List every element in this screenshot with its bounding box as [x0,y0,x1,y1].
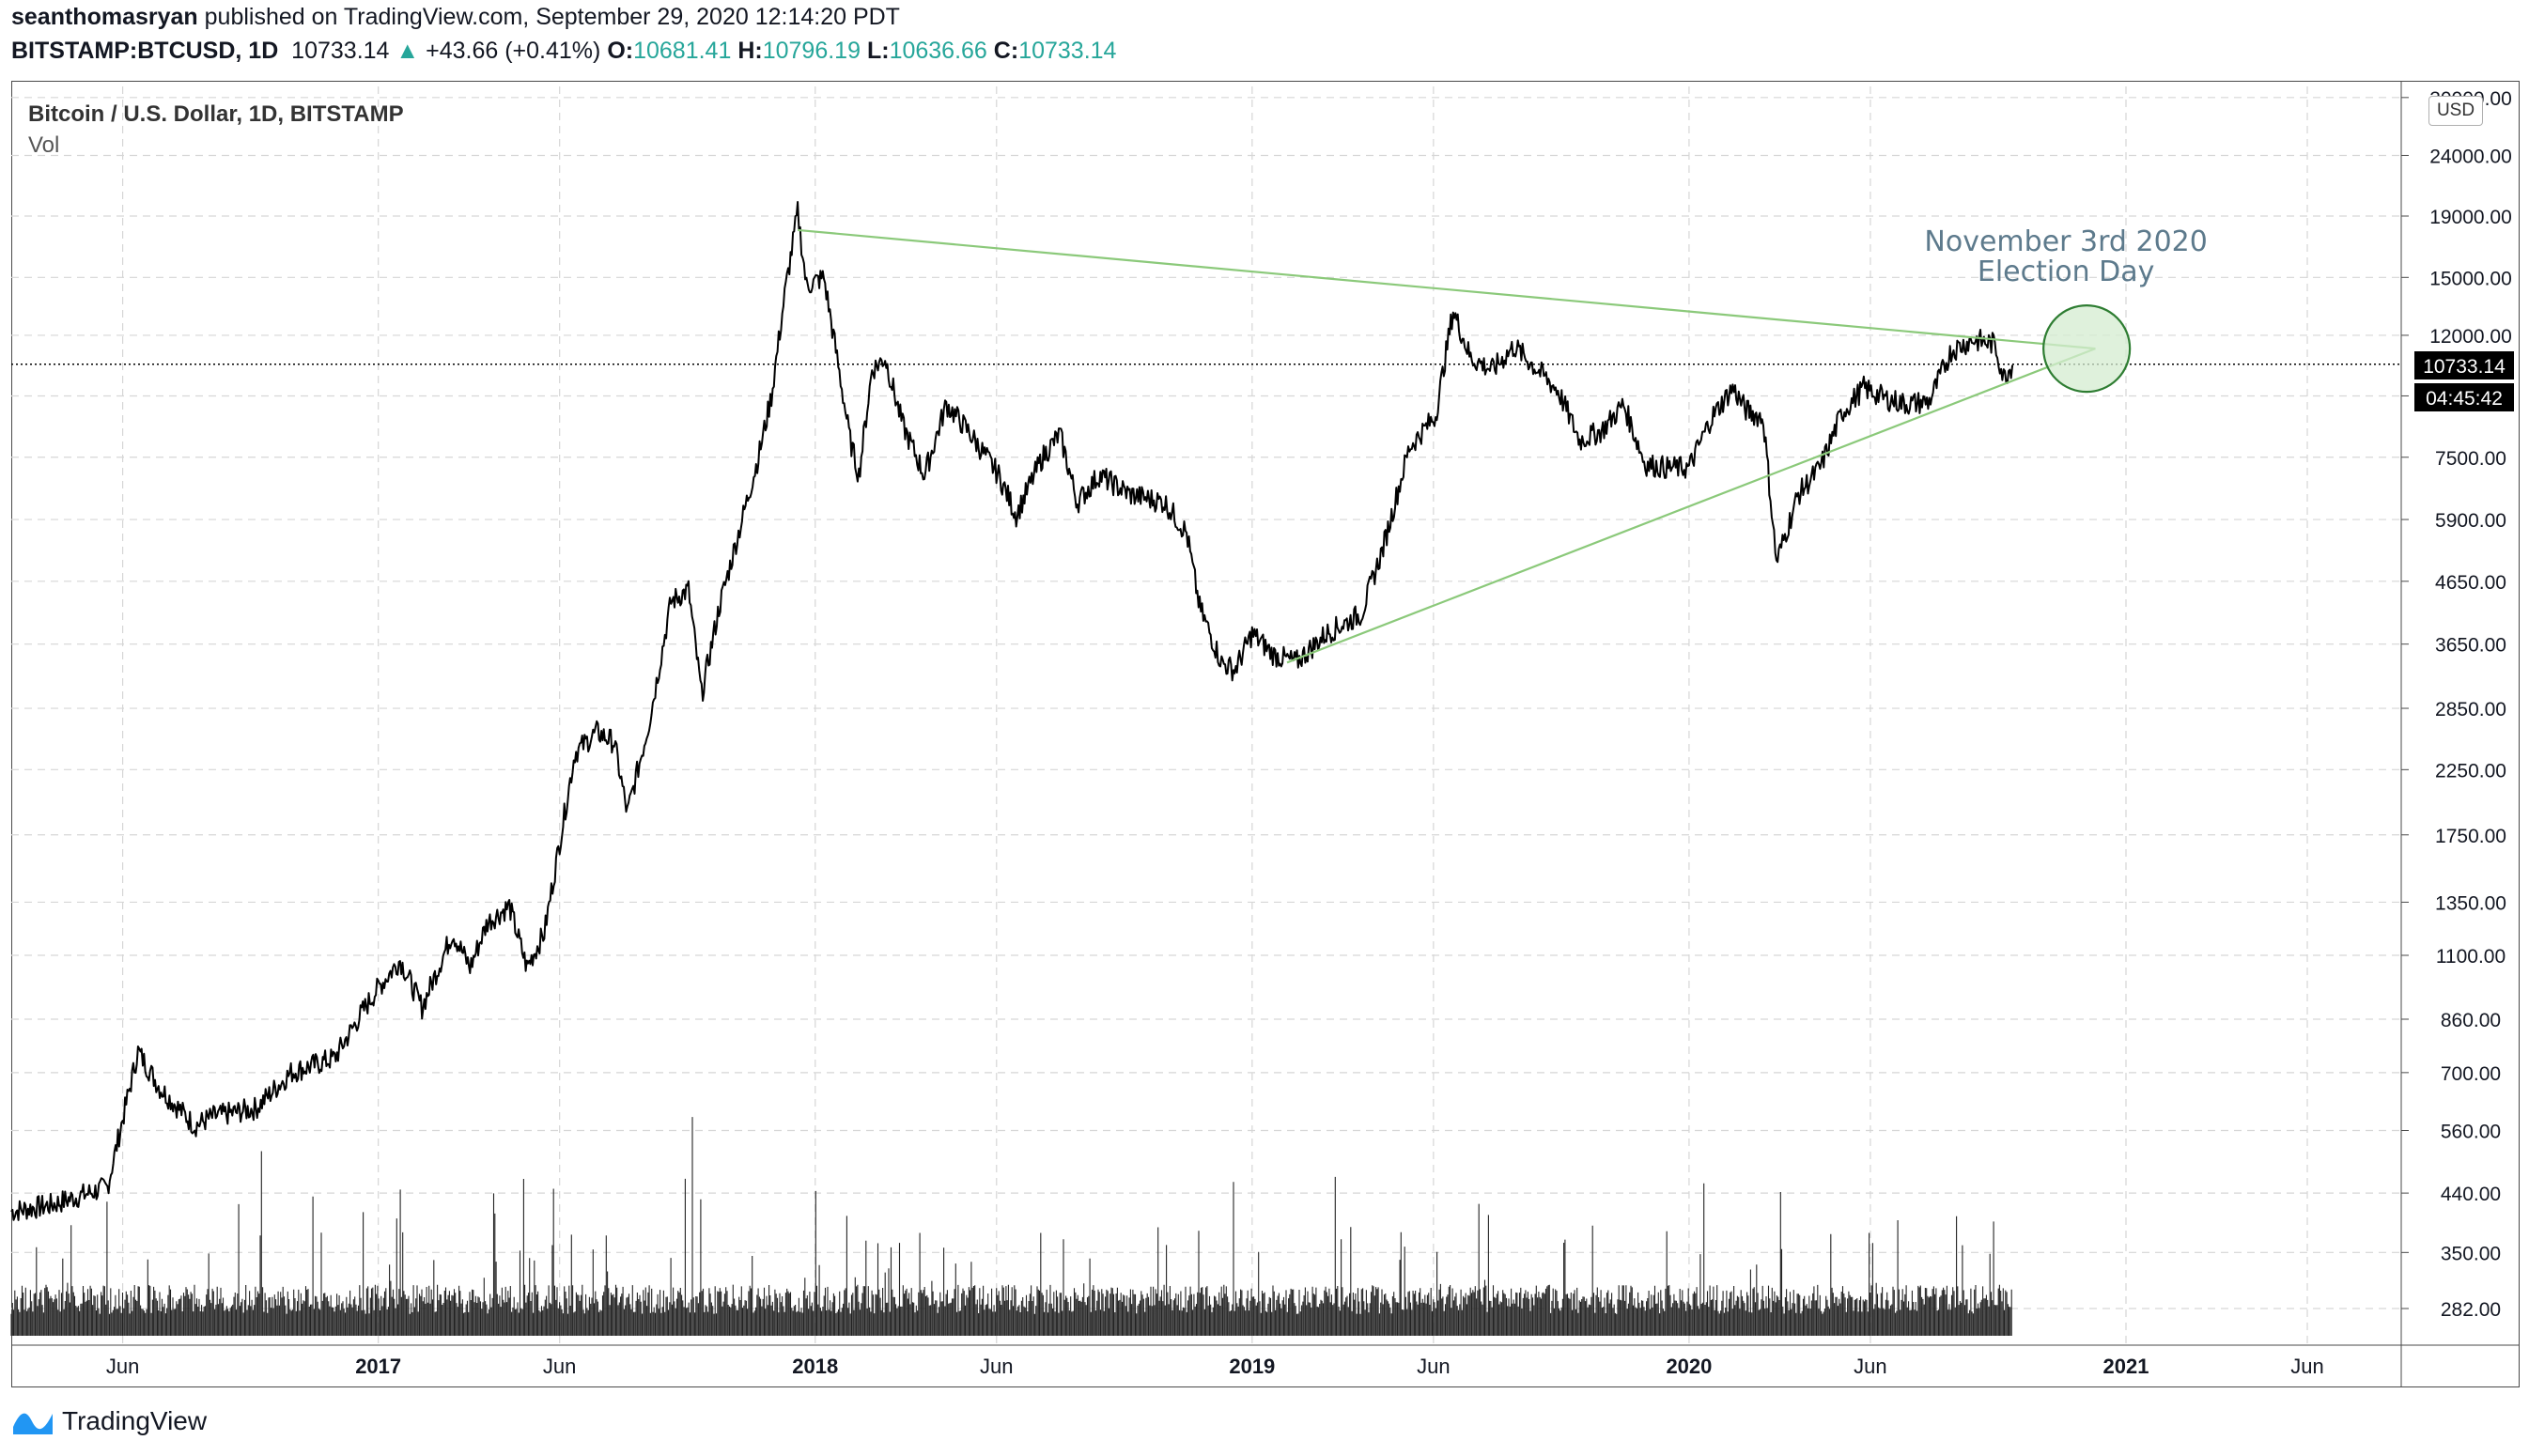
ohlc-bar: BITSTAMP:BTCUSD, 1D 10733.14 ▲ +43.66 (+… [11,38,1117,64]
upper-trendline[interactable] [798,228,2096,350]
lower-trendline[interactable] [1286,348,2096,664]
x-tick-label: Jun [2290,1355,2323,1378]
y-tick-label: 3650.00 [2435,635,2506,657]
x-tick-label: Jun [980,1355,1013,1378]
x-tick-label: 2017 [355,1355,401,1378]
y-tick-label: 350.00 [2441,1243,2501,1264]
author-name[interactable]: seanthomasryan [11,4,198,30]
y-tick-label: 24000.00 [2429,146,2512,167]
y-tick-label: 700.00 [2441,1063,2501,1085]
y-tick-label: 440.00 [2441,1184,2501,1205]
y-tick-label: 1750.00 [2435,826,2506,847]
up-arrow-icon: ▲ [396,38,420,64]
close-value: 10733.14 [1018,38,1117,64]
price-change: +43.66 (+0.41%) [426,38,601,64]
svg-text:10733.14: 10733.14 [2423,356,2506,378]
price-line [10,201,2014,1221]
y-tick-label: 2850.00 [2435,699,2506,720]
last-price: 10733.14 [291,38,390,64]
currency-button[interactable]: USD [2428,96,2483,126]
election-day-circle[interactable] [2042,304,2132,394]
y-tick-label: 4650.00 [2435,572,2506,594]
last-price-tag: 10733.14 [2414,351,2514,379]
y-tick-label: 15000.00 [2429,268,2512,289]
x-tick-label: 2018 [792,1355,838,1378]
volume-bars [10,1117,2012,1336]
x-tick-label: Jun [1417,1355,1450,1378]
y-tick-label: 1350.00 [2435,892,2506,914]
publish-info: seanthomasryan published on TradingView.… [11,4,900,31]
legend-title: Bitcoin / U.S. Dollar, 1D, BITSTAMP [28,101,404,127]
y-tick-label: 19000.00 [2429,207,2512,228]
legend-volume: Vol [28,132,59,158]
time-axis[interactable]: Jun 2017 Jun 2018 Jun 2019 Jun 2020 Jun 2021 Jun [106,1355,2324,1378]
x-tick-label: 2019 [1229,1355,1275,1378]
open-value: 10681.41 [633,38,732,64]
y-tick-label: 860.00 [2441,1010,2501,1031]
annotation-line-1[interactable]: November 3rd 2020 [1924,225,2207,258]
annotation-line-2[interactable]: Election Day [1978,256,2154,288]
x-tick-label: 2020 [1666,1355,1712,1378]
y-tick-label: 5900.00 [2435,510,2506,532]
low-value: 10636.66 [889,38,987,64]
brand-name: TradingView [62,1406,208,1435]
tradingview-logo-icon [13,1413,53,1434]
svg-text:04:45:42: 04:45:42 [2426,388,2503,410]
x-tick-label: 2021 [2103,1355,2149,1378]
y-tick-label: 12000.00 [2429,326,2512,348]
chart-frame[interactable] [11,81,2520,1387]
y-tick-label: 7500.00 [2435,448,2506,470]
symbol-label: BITSTAMP:BTCUSD, 1D [11,38,279,64]
x-tick-label: Jun [543,1355,576,1378]
x-tick-label: Jun [1854,1355,1886,1378]
footer-brand[interactable]: TradingView [11,1406,207,1436]
x-tick-label: Jun [106,1355,139,1378]
volume-bar-series [10,1117,2012,1336]
y-tick-label: 282.00 [2441,1299,2501,1321]
y-tick-label: 560.00 [2441,1121,2501,1142]
countdown-tag: 04:45:42 [2414,383,2514,411]
y-tick-label: 1100.00 [2436,946,2506,968]
price-axis[interactable]: 30000.0024000.0019000.0015000.0012000.00… [2401,88,2512,1321]
grid-lines [11,86,2401,1345]
published-text: published on TradingView.com, September … [204,4,900,30]
y-tick-label: 2250.00 [2435,760,2506,782]
high-value: 10796.19 [762,38,861,64]
